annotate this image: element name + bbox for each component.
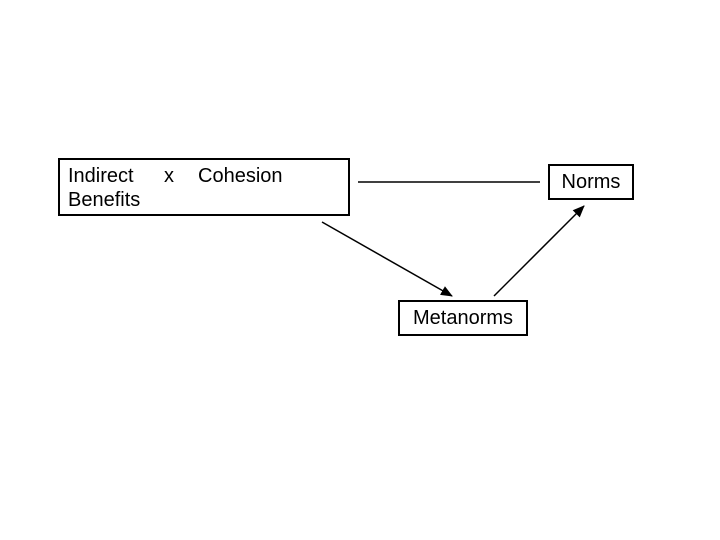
edge-indirect-to-metanorms — [322, 222, 452, 296]
node-indirect-col2: x — [164, 164, 198, 188]
node-norms: Norms — [548, 164, 634, 200]
diagram-stage: Indirect Benefits x Cohesion Norms Metan… — [0, 0, 720, 540]
node-indirect-col3: Cohesion — [198, 164, 340, 188]
node-norms-label: Norms — [562, 170, 621, 194]
node-metanorms: Metanorms — [398, 300, 528, 336]
node-metanorms-label: Metanorms — [413, 306, 513, 330]
edge-metanorms-to-norms — [494, 206, 584, 296]
edges-layer — [0, 0, 720, 540]
node-indirect-col1: Indirect Benefits — [68, 164, 164, 212]
node-indirect-cohesion: Indirect Benefits x Cohesion — [58, 158, 350, 216]
